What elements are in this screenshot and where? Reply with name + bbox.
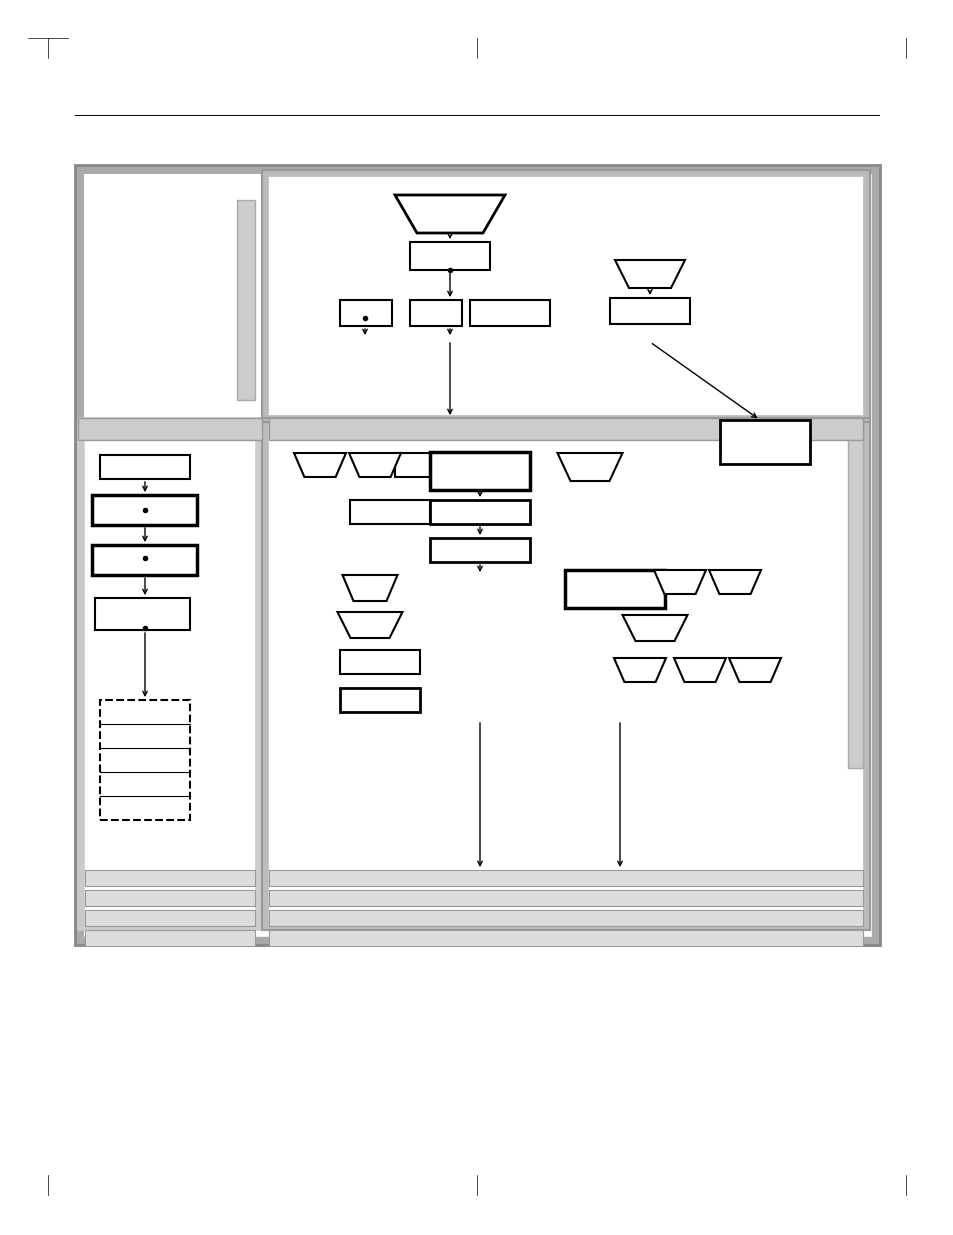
Bar bbox=[80, 420, 260, 927]
Bar bbox=[84, 424, 255, 924]
Bar bbox=[268, 424, 863, 924]
FancyBboxPatch shape bbox=[410, 300, 461, 326]
Bar bbox=[269, 425, 862, 923]
Bar bbox=[266, 422, 865, 926]
FancyBboxPatch shape bbox=[470, 300, 550, 326]
Bar bbox=[78, 417, 262, 440]
FancyBboxPatch shape bbox=[100, 454, 190, 479]
Bar bbox=[85, 869, 254, 885]
FancyBboxPatch shape bbox=[410, 242, 490, 270]
Polygon shape bbox=[337, 613, 402, 638]
Bar bbox=[77, 167, 877, 944]
FancyBboxPatch shape bbox=[95, 598, 190, 630]
Polygon shape bbox=[708, 571, 760, 594]
Polygon shape bbox=[342, 576, 397, 601]
Bar bbox=[83, 173, 871, 937]
Bar bbox=[269, 930, 862, 946]
FancyBboxPatch shape bbox=[720, 420, 809, 464]
Bar bbox=[79, 169, 875, 941]
Bar bbox=[262, 170, 869, 422]
Bar bbox=[262, 417, 869, 930]
Bar bbox=[78, 417, 262, 930]
Bar bbox=[265, 421, 866, 927]
Bar bbox=[82, 172, 872, 939]
Bar bbox=[269, 910, 862, 926]
Polygon shape bbox=[622, 615, 687, 641]
FancyBboxPatch shape bbox=[100, 700, 190, 820]
Polygon shape bbox=[673, 658, 725, 682]
Bar bbox=[265, 173, 866, 419]
Bar bbox=[85, 425, 254, 923]
Polygon shape bbox=[557, 453, 622, 480]
Bar bbox=[80, 170, 874, 940]
FancyBboxPatch shape bbox=[395, 453, 455, 477]
FancyBboxPatch shape bbox=[430, 452, 530, 490]
FancyBboxPatch shape bbox=[91, 495, 196, 525]
Polygon shape bbox=[728, 658, 781, 682]
Bar bbox=[75, 165, 879, 945]
Bar bbox=[81, 170, 873, 939]
Bar bbox=[269, 890, 862, 906]
Bar bbox=[78, 168, 876, 942]
FancyBboxPatch shape bbox=[339, 300, 392, 326]
Bar bbox=[84, 174, 870, 936]
FancyBboxPatch shape bbox=[91, 545, 196, 576]
FancyBboxPatch shape bbox=[564, 571, 664, 608]
FancyBboxPatch shape bbox=[609, 298, 689, 324]
Bar bbox=[85, 890, 254, 906]
Polygon shape bbox=[349, 453, 400, 477]
Bar bbox=[267, 424, 864, 925]
Bar bbox=[264, 172, 867, 420]
Bar bbox=[269, 417, 862, 440]
Polygon shape bbox=[395, 195, 504, 233]
Polygon shape bbox=[615, 261, 684, 288]
Bar bbox=[83, 424, 256, 925]
Bar bbox=[85, 930, 254, 946]
Bar bbox=[269, 177, 862, 415]
Bar bbox=[269, 869, 862, 885]
Polygon shape bbox=[654, 571, 705, 594]
FancyBboxPatch shape bbox=[350, 500, 430, 524]
Bar bbox=[267, 175, 864, 417]
Bar bbox=[81, 421, 258, 927]
FancyBboxPatch shape bbox=[430, 500, 530, 524]
Bar bbox=[263, 170, 868, 421]
Polygon shape bbox=[294, 453, 346, 477]
FancyBboxPatch shape bbox=[339, 688, 419, 713]
FancyBboxPatch shape bbox=[430, 538, 530, 562]
Bar bbox=[847, 417, 862, 768]
Bar bbox=[268, 177, 863, 416]
Bar bbox=[263, 419, 868, 929]
Bar bbox=[76, 165, 878, 944]
FancyBboxPatch shape bbox=[339, 650, 419, 674]
Bar bbox=[236, 200, 254, 400]
Bar bbox=[82, 422, 257, 926]
Bar bbox=[266, 174, 865, 417]
Bar bbox=[264, 420, 867, 927]
Polygon shape bbox=[614, 658, 665, 682]
Bar bbox=[79, 419, 261, 929]
Bar bbox=[85, 910, 254, 926]
